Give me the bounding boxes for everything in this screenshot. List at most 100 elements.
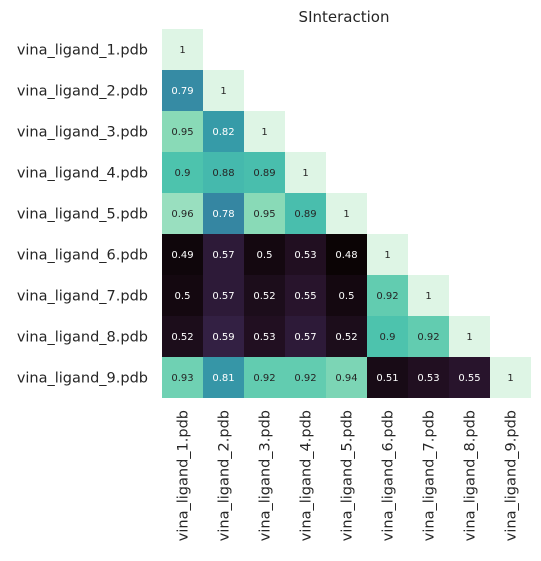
cell-value-label: 0.48 (335, 250, 357, 261)
column-tick-label: vina_ligand_8.pdb (463, 410, 479, 541)
row-tick-label: vina_ligand_2.pdb (17, 84, 148, 100)
heatmap-cell (367, 316, 408, 357)
heatmap-cells: 1 0.79 1 0.95 0.82 1 0.9 0.88 0.89 1 0.96 0.78 0.95 0… (162, 29, 531, 398)
heatmap-cell (408, 275, 449, 316)
heatmap-cell (285, 234, 326, 275)
heatmap-cell (162, 29, 203, 70)
column-labels: vina_ligand_1.pdb vina_ligand_2.pdb vina_l… (176, 410, 520, 541)
cell-value-label: 0.59 (212, 332, 234, 343)
cell-value-label: 1 (343, 209, 349, 220)
row-tick-label: vina_ligand_3.pdb (17, 125, 148, 141)
cell-value-label: 1 (179, 45, 185, 56)
heatmap-cell (367, 275, 408, 316)
column-tick-label: vina_ligand_1.pdb (176, 410, 192, 541)
column-tick-label: vina_ligand_7.pdb (422, 410, 438, 541)
heatmap-cell (162, 111, 203, 152)
heatmap-cell (162, 70, 203, 111)
heatmap-cell (490, 357, 531, 398)
heatmap-cell (244, 234, 285, 275)
cell-value-label: 0.57 (212, 291, 234, 302)
heatmap-cell (285, 357, 326, 398)
cell-value-label: 1 (302, 168, 308, 179)
column-tick-label: vina_ligand_2.pdb (217, 410, 233, 541)
cell-value-label: 0.5 (339, 291, 355, 302)
row-tick-label: vina_ligand_8.pdb (17, 330, 148, 346)
heatmap-cell (367, 234, 408, 275)
cell-value-label: 0.52 (335, 332, 357, 343)
row-tick-label: vina_ligand_1.pdb (17, 43, 148, 59)
cell-value-label: 0.55 (294, 291, 316, 302)
heatmap-cell (203, 193, 244, 234)
heatmap-cell (203, 234, 244, 275)
cell-value-label: 0.95 (171, 127, 193, 138)
cell-value-label: 0.5 (175, 291, 191, 302)
heatmap-cell (203, 111, 244, 152)
cell-value-label: 1 (384, 250, 390, 261)
row-tick-label: vina_ligand_4.pdb (17, 166, 148, 182)
cell-value-label: 0.55 (458, 373, 480, 384)
heatmap-cell (449, 357, 490, 398)
heatmap-cell (203, 70, 244, 111)
cell-value-label: 0.93 (171, 373, 193, 384)
cell-value-label: 0.92 (253, 373, 275, 384)
cell-value-label: 0.52 (253, 291, 275, 302)
row-tick-label: vina_ligand_5.pdb (17, 207, 148, 223)
heatmap-cell (203, 152, 244, 193)
heatmap-cell (203, 316, 244, 357)
heatmap-cell (285, 275, 326, 316)
heatmap-cell (203, 275, 244, 316)
cell-value-label: 0.53 (253, 332, 275, 343)
cell-value-label: 0.51 (376, 373, 398, 384)
cell-value-label: 0.92 (376, 291, 398, 302)
cell-value-label: 0.81 (212, 373, 234, 384)
cell-value-label: 0.88 (212, 168, 234, 179)
heatmap-cell (244, 357, 285, 398)
heatmap-cell (162, 193, 203, 234)
cell-value-label: 0.89 (294, 209, 316, 220)
heatmap-cell (285, 193, 326, 234)
cell-value-label: 0.9 (380, 332, 396, 343)
heatmap-cell (203, 357, 244, 398)
cell-value-label: 0.52 (171, 332, 193, 343)
heatmap-cell (326, 275, 367, 316)
cell-value-label: 0.57 (212, 250, 234, 261)
chart-title: SInteraction (299, 8, 390, 26)
cell-value-label: 1 (507, 373, 513, 384)
heatmap-cell (285, 316, 326, 357)
column-tick-label: vina_ligand_5.pdb (340, 410, 356, 541)
cell-value-label: 0.92 (417, 332, 439, 343)
heatmap-cell (367, 357, 408, 398)
heatmap-cell (244, 152, 285, 193)
heatmap-cell (162, 357, 203, 398)
heatmap-cell (162, 152, 203, 193)
heatmap-cell (162, 275, 203, 316)
cell-value-label: 0.57 (294, 332, 316, 343)
cell-value-label: 1 (220, 86, 226, 97)
heatmap-cell (326, 357, 367, 398)
cell-value-label: 0.94 (335, 373, 357, 384)
heatmap-cell (449, 316, 490, 357)
heatmap-cell (244, 111, 285, 152)
cell-value-label: 0.9 (175, 168, 191, 179)
column-tick-label: vina_ligand_6.pdb (381, 410, 397, 541)
cell-value-label: 0.82 (212, 127, 234, 138)
heatmap-cell (244, 275, 285, 316)
heatmap-cell (408, 316, 449, 357)
heatmap-cell (285, 152, 326, 193)
heatmap-cell (326, 193, 367, 234)
row-labels: vina_ligand_1.pdb vina_ligand_2.pdb vina_l… (17, 43, 148, 387)
cell-value-label: 0.96 (171, 209, 193, 220)
heatmap-cell (326, 316, 367, 357)
column-tick-label: vina_ligand_4.pdb (299, 410, 315, 541)
heatmap-cell (326, 234, 367, 275)
row-tick-label: vina_ligand_9.pdb (17, 371, 148, 387)
cell-value-label: 0.92 (294, 373, 316, 384)
column-tick-label: vina_ligand_3.pdb (258, 410, 274, 541)
row-tick-label: vina_ligand_7.pdb (17, 289, 148, 305)
cell-value-label: 0.53 (417, 373, 439, 384)
cell-value-label: 0.95 (253, 209, 275, 220)
cell-value-label: 0.49 (171, 250, 193, 261)
cell-value-label: 0.5 (257, 250, 273, 261)
cell-value-label: 0.89 (253, 168, 275, 179)
